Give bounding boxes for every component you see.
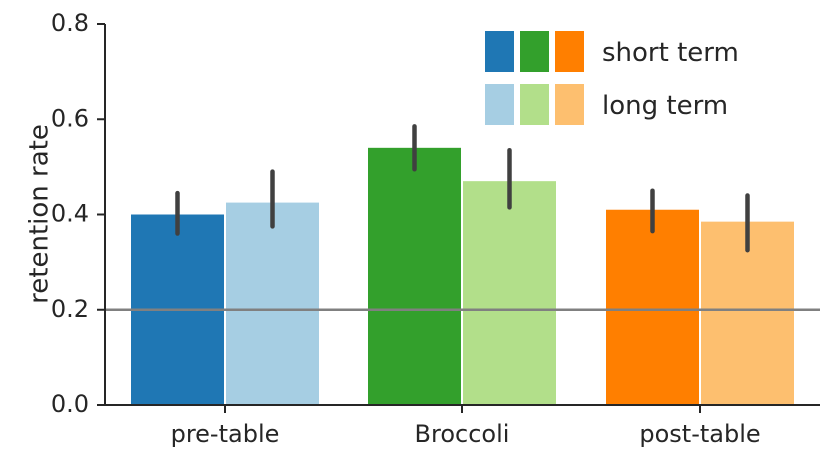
bar-broccoli-long-term	[463, 181, 556, 405]
legend-swatch-long-term	[555, 84, 584, 125]
legend-swatch-long-term	[520, 84, 549, 125]
legend: short term long term	[485, 31, 739, 125]
y-tick-label: 0.8	[51, 9, 89, 37]
bars-layer	[131, 147, 794, 405]
legend-swatch-long-term	[485, 84, 514, 125]
x-tick-label: post-table	[639, 420, 760, 448]
bar-pre-table-long-term	[226, 202, 319, 405]
y-tick-label: 0.0	[51, 390, 89, 418]
bar-broccoli-short-term	[368, 147, 461, 405]
legend-swatch-short-term	[520, 31, 549, 72]
axes-layer: 0.0 0.2 0.4 0.6 0.8 pre-table Broccoli post-tab…	[51, 9, 820, 448]
x-tick-label: pre-table	[171, 420, 280, 448]
errorbars-layer	[175, 124, 750, 253]
y-tick-label: 0.4	[51, 200, 89, 228]
bar-post-table-short-term	[606, 209, 699, 405]
legend-label-long-term: long term	[602, 91, 728, 121]
legend-label-short-term: short term	[602, 38, 739, 68]
legend-swatch-short-term	[485, 31, 514, 72]
legend-swatch-short-term	[555, 31, 584, 72]
y-tick-label: 0.2	[51, 295, 89, 323]
y-tick-label: 0.6	[51, 104, 89, 132]
y-axis-label: retention rate	[25, 124, 55, 304]
x-tick-label: Broccoli	[415, 420, 510, 448]
